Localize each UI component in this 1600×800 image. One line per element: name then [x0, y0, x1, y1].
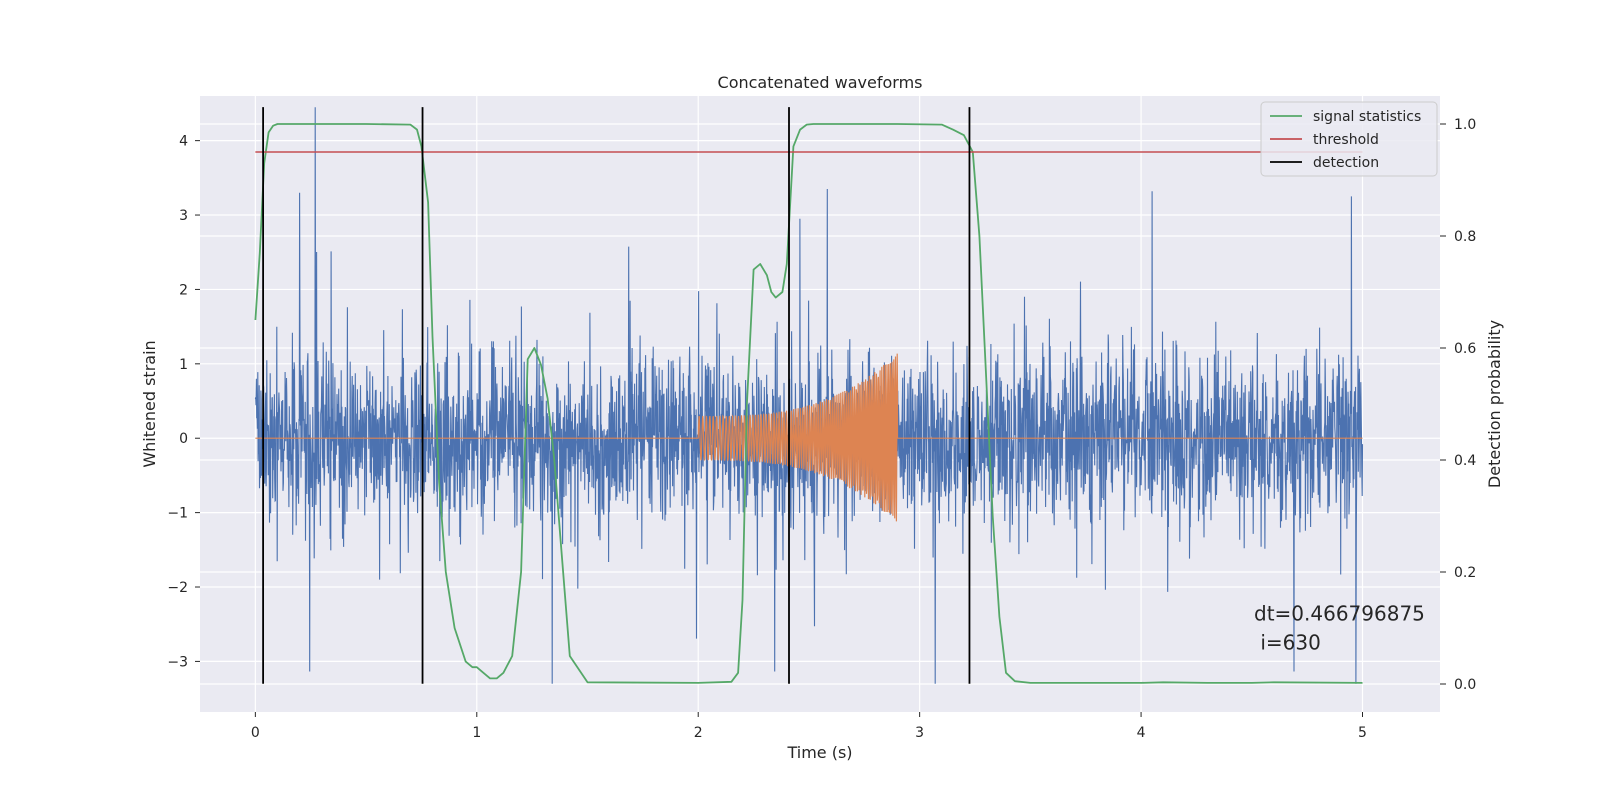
y-right-tick-label: 1.0 [1454, 117, 1476, 133]
y-tick-label: 2 [179, 282, 188, 298]
x-tick-label: 4 [1137, 725, 1146, 741]
y-axis-label: Whitened strain [140, 340, 159, 467]
y-right-axis-ticks: 0.0 0.2 0.4 0.6 0.8 1.0 [1440, 117, 1476, 693]
y-tick-label: 1 [179, 357, 188, 373]
x-tick-label: 3 [915, 725, 924, 741]
x-axis-label: Time (s) [786, 743, 852, 762]
y-tick-label: 0 [179, 431, 188, 447]
y-axis-ticks: −3 −2 −1 0 1 2 3 4 [167, 134, 200, 670]
y-right-tick-label: 0.2 [1454, 565, 1476, 581]
legend-label-detection: detection [1313, 155, 1379, 171]
template-line [255, 353, 1363, 522]
detection-series [262, 107, 971, 684]
x-tick-label: 2 [694, 725, 703, 741]
y-right-axis-label: Detection probability [1485, 320, 1504, 488]
y-tick-label: −1 [167, 506, 188, 522]
legend-label-signal-statistics: signal statistics [1313, 109, 1421, 125]
legend-label-threshold: threshold [1313, 132, 1379, 148]
y-right-tick-label: 0.0 [1454, 677, 1476, 693]
annotation-i: i=630 [1254, 631, 1321, 655]
template-series [255, 353, 1363, 522]
y-tick-label: 4 [179, 134, 188, 150]
chart-title: Concatenated waveforms [718, 73, 923, 92]
legend: signal statistics threshold detection [1260, 101, 1438, 177]
y-right-tick-label: 0.4 [1454, 453, 1476, 469]
y-right-tick-label: 0.8 [1454, 229, 1476, 245]
y-right-tick-label: 0.6 [1454, 341, 1476, 357]
annotation-dt: dt=0.466796875 [1254, 601, 1425, 625]
x-tick-label: 1 [472, 725, 481, 741]
signal-statistics-line [254, 123, 1363, 684]
annotations: dt=0.466796875 i=630 [1254, 601, 1425, 654]
y-tick-label: 3 [179, 208, 188, 224]
legend-box [1260, 101, 1438, 177]
x-tick-label: 5 [1358, 725, 1367, 741]
x-axis-ticks: 0 1 2 3 4 5 [251, 712, 1367, 741]
y-tick-label: −2 [167, 580, 188, 596]
signal-statistics-series [254, 123, 1363, 684]
x-tick-label: 0 [251, 725, 260, 741]
y-tick-label: −3 [167, 654, 188, 670]
